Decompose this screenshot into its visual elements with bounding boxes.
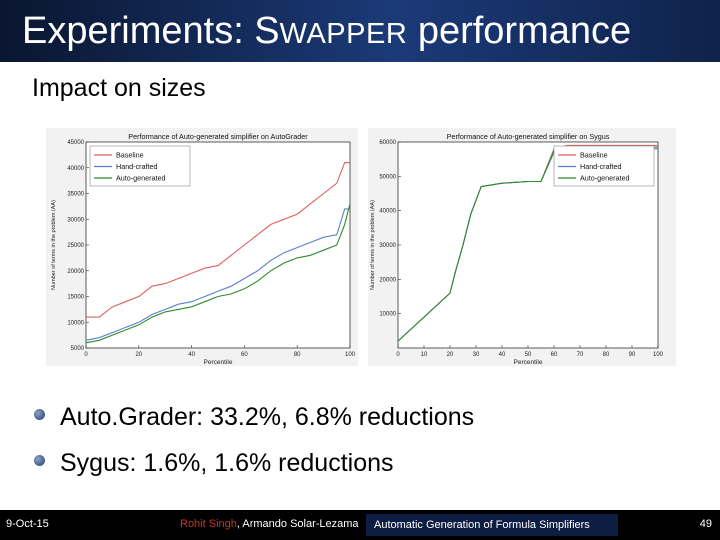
x-tick-label: 100 [653,352,664,358]
footer-author-rest: , Armando Solar-Lezama [236,518,359,530]
legend-label: Baseline [116,151,144,160]
x-axis-label: Percentile [514,359,543,366]
x-tick-label: 70 [577,352,584,358]
y-tick-label: 15000 [67,295,84,301]
chart-title: Performance of Auto-generated simplifier… [447,132,610,141]
autograder-chart: Performance of Auto-generated simplifier… [51,132,356,366]
x-tick-label: 30 [473,352,480,358]
y-tick-label: 35000 [67,192,84,198]
slide-title: Experiments: SWAPPER performance [22,6,631,59]
x-tick-label: 0 [84,352,88,358]
x-tick-label: 40 [499,352,506,358]
x-tick-label: 0 [396,352,400,358]
legend-label: Hand-crafted [116,162,158,171]
y-tick-label: 40000 [379,209,396,215]
y-tick-label: 20000 [379,277,396,283]
footer-authors: Rohit Singh, Armando Solar-Lezama [180,518,359,530]
series-line-hand-crafted [85,208,350,341]
footer-page-number: 49 [699,518,712,530]
footer-author-highlight: Rohit Singh [180,518,237,530]
series-line-baseline [86,162,350,318]
bullet-item-autograder: Auto.Grader: 33.2%, 6.8% reductions [34,394,474,440]
y-tick-label: 30000 [379,243,396,249]
y-tick-label: 60000 [379,140,396,146]
y-tick-label: 10000 [379,312,396,318]
x-tick-label: 20 [447,352,454,358]
slide-title-prefix: Experiments: S [22,10,280,52]
slide-subtitle: Impact on sizes [32,74,206,102]
y-tick-label: 25000 [67,243,84,249]
x-tick-label: 80 [603,352,610,358]
x-tick-label: 90 [629,352,636,358]
x-tick-label: 20 [135,352,142,358]
x-axis-label: Percentile [204,359,233,366]
y-tick-label: 50000 [379,174,396,180]
x-tick-label: 40 [188,352,195,358]
bullet-item-sygus: Sygus: 1.6%, 1.6% reductions [34,440,474,486]
slide-title-suffix: performance [407,10,632,52]
x-tick-label: 50 [525,352,532,358]
chart-area: Performance of Auto-generated simplifier… [46,128,676,366]
x-tick-label: 60 [241,352,248,358]
y-tick-label: 10000 [67,320,84,326]
legend-label: Auto-generated [116,174,166,183]
bullet-text: Sygus: 1.6%, 1.6% reductions [60,449,394,477]
slide-title-smallcaps: WAPPER [279,18,408,50]
footer-bar: 9-Oct-15 Rohit Singh, Armando Solar-Leza… [0,510,720,540]
y-axis-label: Number of terms in the problem (AA) [51,200,57,290]
y-tick-label: 45000 [67,140,84,146]
y-tick-label: 30000 [67,217,84,223]
y-tick-label: 40000 [67,166,84,172]
bullet-dot-icon [34,455,45,466]
title-bar: Experiments: SWAPPER performance [0,0,720,62]
legend-label: Hand-crafted [580,162,622,171]
legend-label: Baseline [580,151,608,160]
footer-date: 9-Oct-15 [6,518,49,530]
y-axis-label: Number of terms in the problem (AA) [370,200,376,290]
y-tick-label: 5000 [71,346,85,352]
autograder-chart-panel: Performance of Auto-generated simplifier… [46,128,358,366]
x-tick-label: 80 [294,352,301,358]
x-tick-label: 60 [551,352,558,358]
legend-label: Auto-generated [580,174,630,183]
x-tick-label: 10 [421,352,428,358]
footer-paper-title: Automatic Generation of Formula Simplifi… [366,514,618,536]
x-tick-label: 100 [345,352,356,358]
y-tick-label: 20000 [67,269,84,275]
bullet-dot-icon [34,409,45,420]
chart-title: Performance of Auto-generated simplifier… [128,132,308,141]
bullet-list: Auto.Grader: 33.2%, 6.8% reductions Sygu… [34,394,474,486]
sygus-chart-panel: Performance of Auto-generated simplifier… [368,128,676,366]
bullet-text: Auto.Grader: 33.2%, 6.8% reductions [60,403,475,431]
sygus-chart: Performance of Auto-generated simplifier… [370,132,664,366]
series-line-auto-generated [85,203,351,344]
